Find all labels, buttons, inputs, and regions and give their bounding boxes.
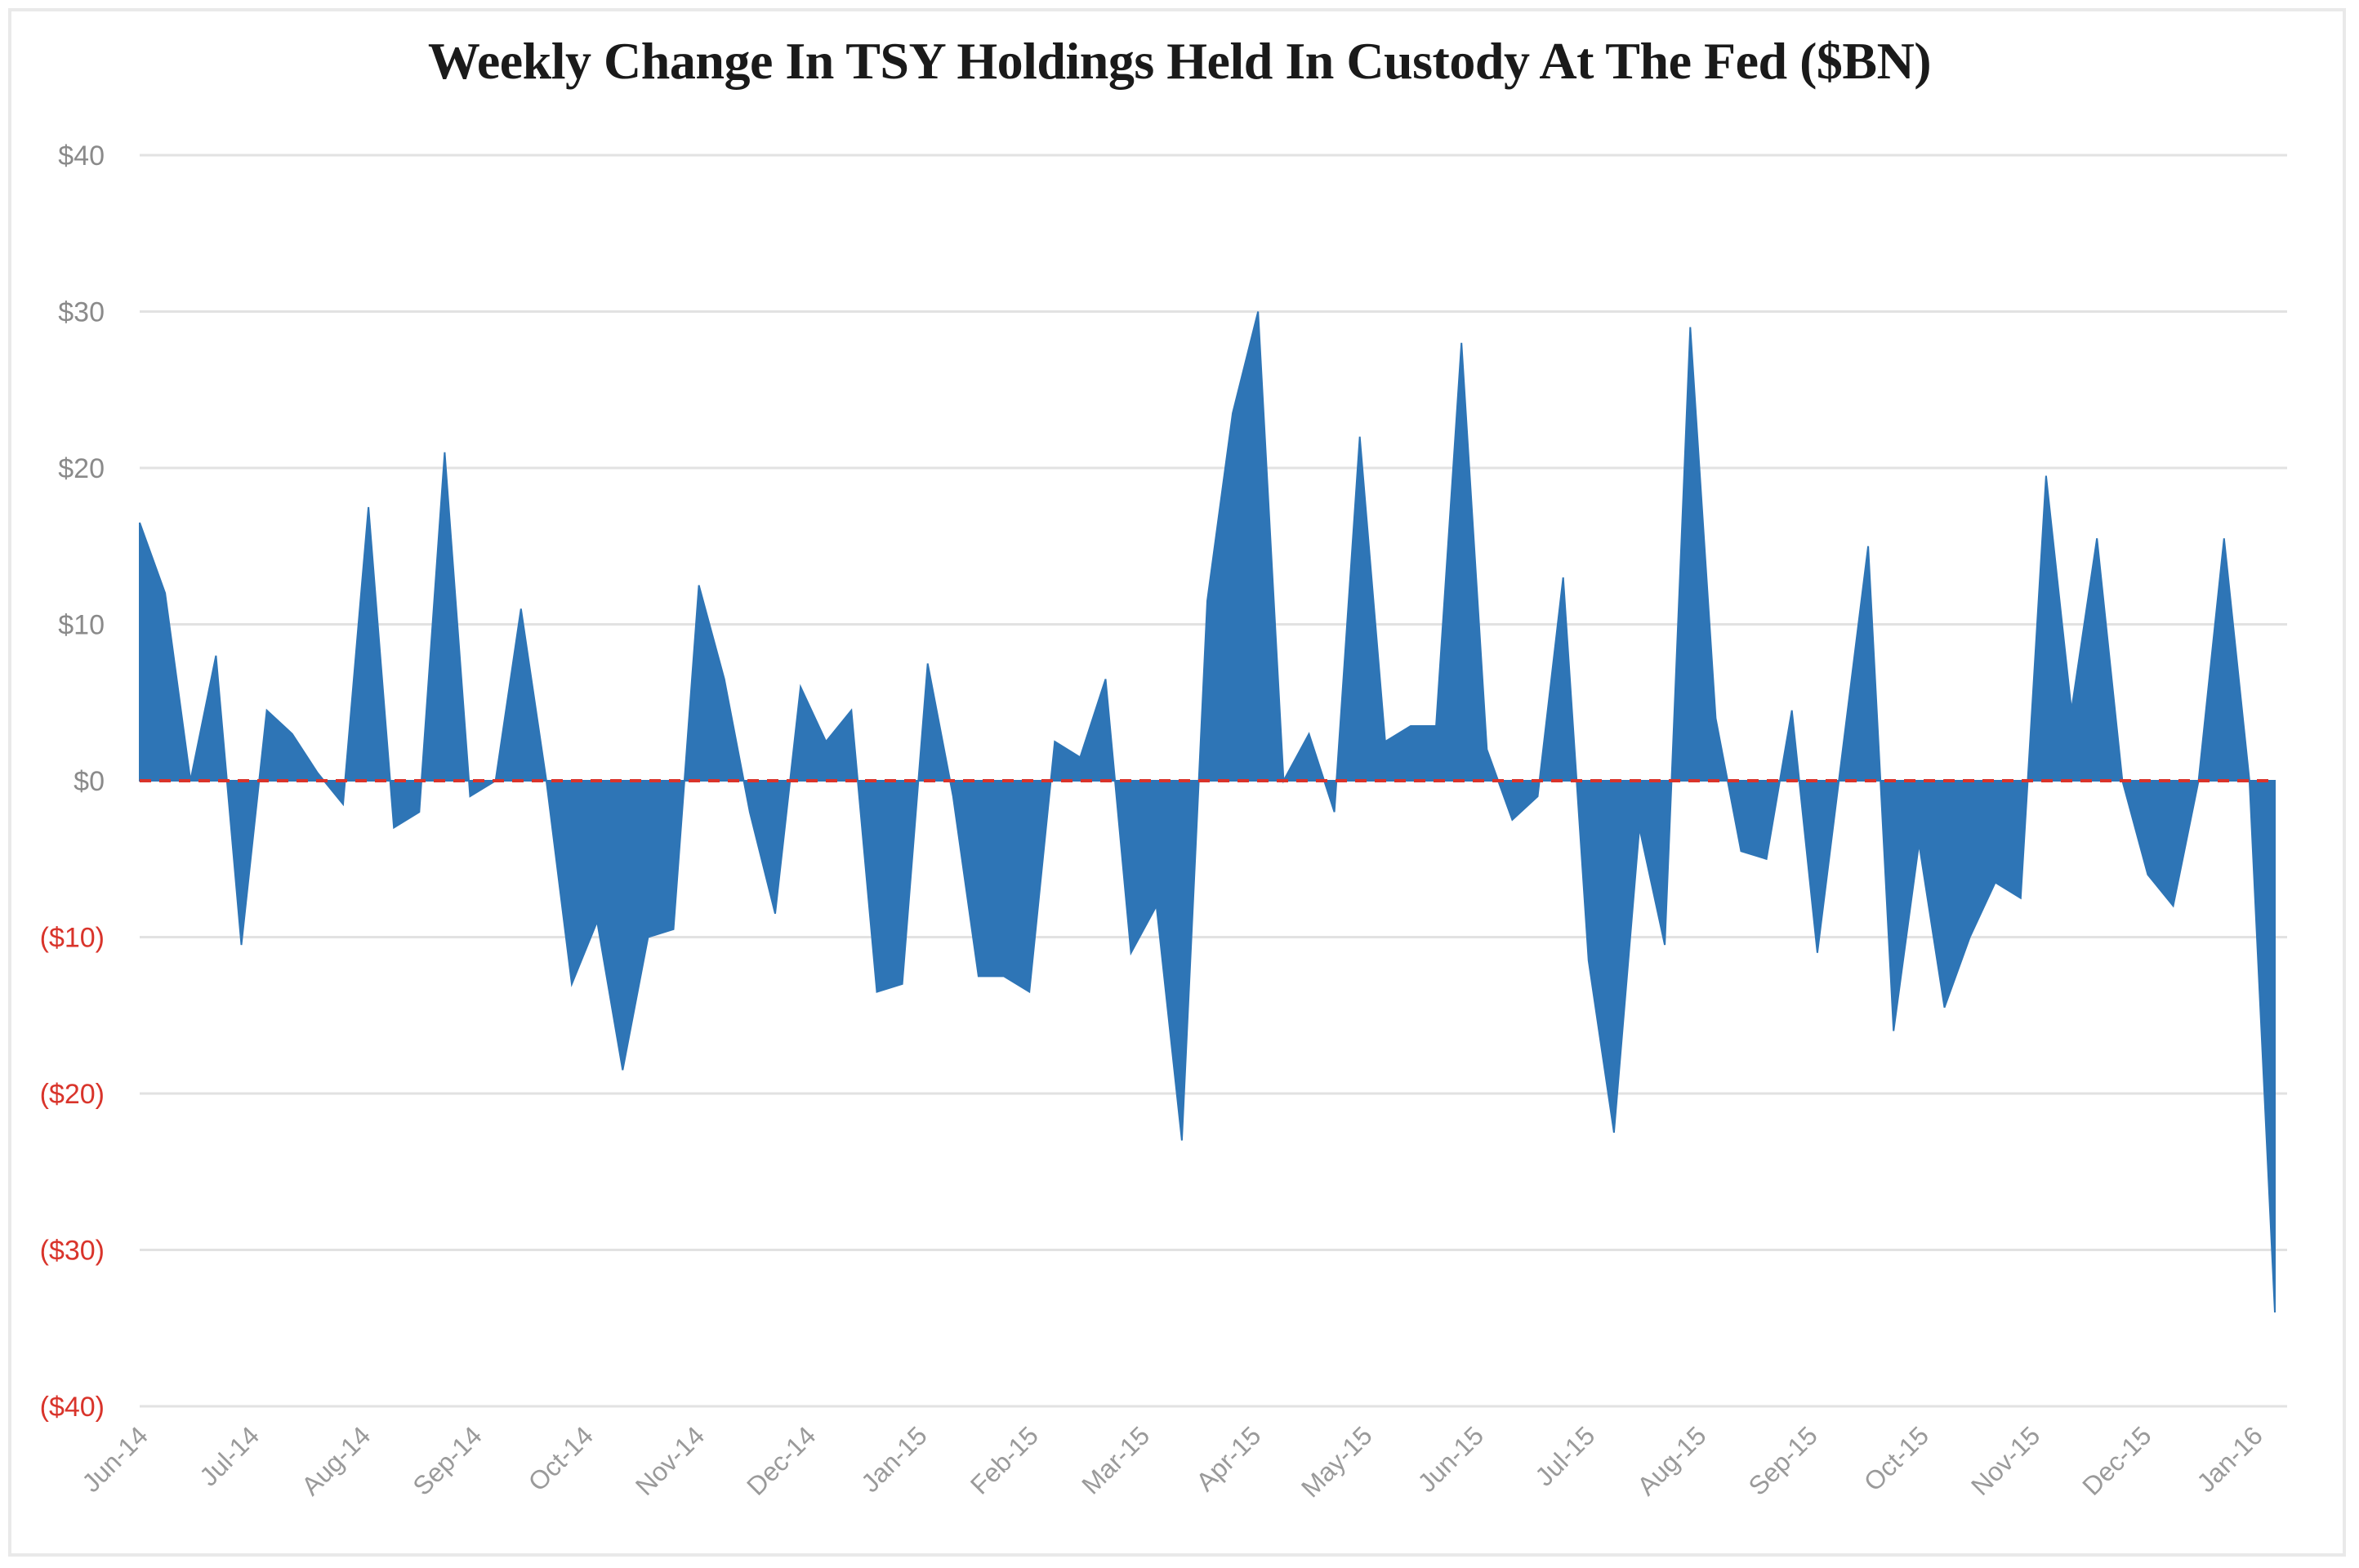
y-axis-labels: $40 $30 $20 $10 $0 ($10) ($20) ($30) ($40) (40, 140, 105, 1423)
area-fill (139, 311, 2276, 1313)
x-tick-label: Aug-14 (296, 1420, 376, 1500)
x-tick-label: Mar-15 (1076, 1420, 1155, 1499)
y-tick-label: ($40) (40, 1392, 105, 1423)
area-series (139, 311, 2276, 1313)
x-tick-label: Jan-15 (855, 1420, 933, 1498)
x-tick-label: Dec-15 (2076, 1420, 2156, 1500)
chart-title: Weekly Change In TSY Holdings Held In Cu… (427, 32, 1932, 90)
x-tick-label: Jan-16 (2191, 1420, 2268, 1498)
y-tick-label: ($10) (40, 923, 105, 954)
x-tick-label: Apr-15 (1190, 1420, 1266, 1496)
x-tick-label: Jul-15 (1529, 1420, 1600, 1491)
x-tick-label: Dec-14 (741, 1420, 821, 1500)
x-tick-label: Sep-14 (407, 1420, 487, 1500)
x-tick-label: May-15 (1295, 1420, 1378, 1503)
x-tick-label: Nov-15 (1965, 1420, 2045, 1500)
x-tick-label: Feb-15 (965, 1420, 1044, 1499)
x-tick-label: Jun-14 (76, 1420, 154, 1498)
x-tick-label: Nov-14 (630, 1420, 710, 1500)
x-tick-label: Aug-15 (1631, 1420, 1711, 1500)
y-tick-label: ($30) (40, 1236, 105, 1267)
x-axis-labels: Jun-14 Jul-14 Aug-14 Sep-14 Oct-14 Nov-14 Dec-… (76, 1420, 2268, 1503)
x-tick-label: Sep-15 (1742, 1420, 1822, 1500)
x-tick-label: Jun-15 (1411, 1420, 1489, 1498)
x-tick-label: Oct-15 (1858, 1420, 1934, 1496)
y-tick-label: $30 (58, 297, 105, 328)
y-tick-label: $40 (58, 140, 105, 172)
y-tick-label: ($20) (40, 1079, 105, 1110)
y-tick-label: $20 (58, 453, 105, 484)
x-tick-label: Oct-14 (523, 1420, 599, 1496)
y-tick-label: $0 (74, 766, 105, 797)
gridlines (140, 154, 2287, 1408)
x-tick-label: Jul-14 (194, 1420, 265, 1491)
y-tick-label: $10 (58, 610, 105, 641)
